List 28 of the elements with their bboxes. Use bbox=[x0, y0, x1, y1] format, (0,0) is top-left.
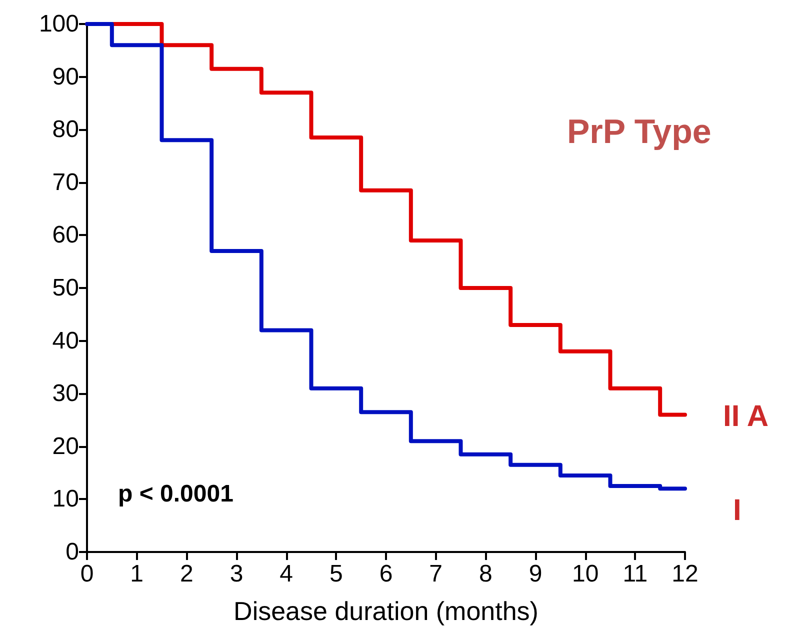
annotation: p < 0.0001 bbox=[118, 480, 234, 508]
y-tick-label: 50 bbox=[52, 274, 79, 302]
x-tick-label: 12 bbox=[672, 560, 698, 588]
series-label: II A bbox=[723, 400, 769, 434]
x-tick-label: 8 bbox=[478, 560, 492, 588]
y-tick-label: 60 bbox=[52, 222, 79, 249]
x-tick-label: 11 bbox=[622, 560, 648, 588]
x-tick-label: 10 bbox=[572, 560, 599, 588]
y-tick-label: 100 bbox=[38, 10, 79, 38]
x-tick-label: 9 bbox=[528, 560, 542, 588]
x-tick-label: 4 bbox=[280, 560, 294, 588]
x-tick-label: 2 bbox=[180, 560, 194, 588]
legend-title: PrP Type bbox=[567, 113, 712, 151]
x-tick-label: 6 bbox=[379, 560, 393, 588]
x-tick-label: 7 bbox=[429, 560, 443, 588]
y-tick-label: 80 bbox=[52, 116, 79, 144]
y-tick-label: 40 bbox=[52, 327, 79, 354]
x-tick-label: 3 bbox=[230, 560, 244, 588]
y-tick-label: 10 bbox=[52, 486, 79, 513]
y-tick-label: 90 bbox=[52, 63, 79, 90]
y-tick-label: 20 bbox=[52, 432, 79, 460]
y-tick-label: 0 bbox=[66, 538, 79, 566]
y-tick-label: 30 bbox=[52, 380, 79, 408]
x-tick-label: 5 bbox=[329, 560, 343, 588]
series-label: I bbox=[733, 494, 742, 528]
y-tick-label: 70 bbox=[52, 168, 79, 196]
x-axis-title: Disease duration (months) bbox=[234, 596, 538, 626]
x-tick-label: 1 bbox=[130, 560, 144, 588]
